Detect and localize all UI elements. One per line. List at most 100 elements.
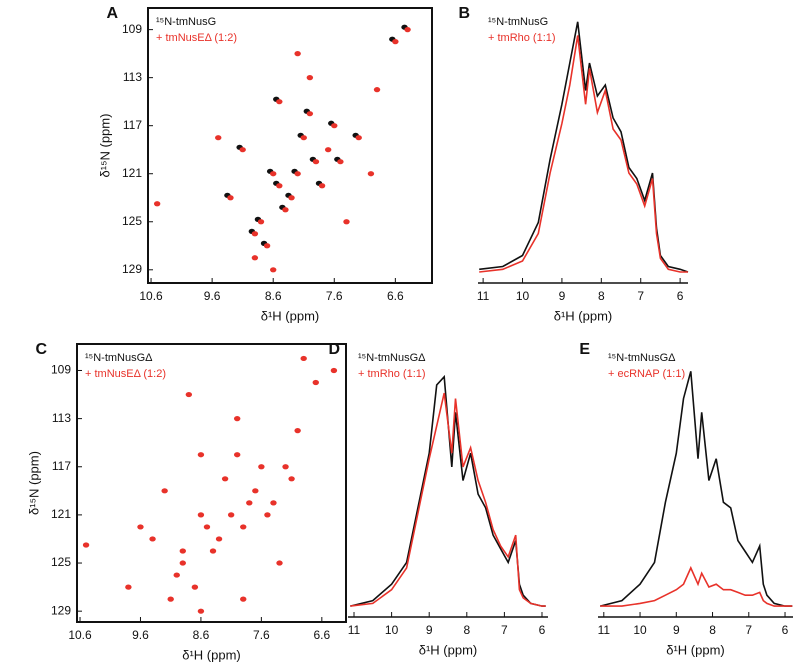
- peak: [251, 231, 259, 237]
- x-axis-title: δ¹H (ppm): [261, 308, 320, 323]
- legend-entry: + tmNusEΔ (1:2): [156, 32, 237, 44]
- peak: [179, 548, 186, 554]
- x-tick-label: 10: [633, 623, 647, 637]
- peak: [312, 379, 319, 386]
- peak: [227, 195, 234, 201]
- peak: [288, 476, 295, 482]
- peak: [300, 135, 307, 141]
- spectrum: [600, 371, 793, 607]
- legend-entry: ¹⁵N-tmNusGΔ: [85, 352, 153, 364]
- x-tick-label: 7: [637, 289, 644, 303]
- peak: [251, 255, 259, 261]
- peak: [125, 584, 132, 590]
- peak: [373, 87, 381, 93]
- legend-entry: + tmRho (1:1): [488, 32, 556, 44]
- peak: [252, 488, 259, 494]
- peak: [330, 367, 338, 374]
- peak: [276, 99, 283, 105]
- y-tick-label: 113: [123, 70, 142, 84]
- peak: [343, 219, 350, 225]
- x-tick-label: 8.6: [265, 289, 282, 303]
- peak: [276, 560, 283, 566]
- x-tick-label: 10.6: [68, 628, 92, 642]
- y-tick-label: 121: [122, 166, 142, 180]
- peak: [173, 572, 180, 578]
- peak: [215, 536, 223, 542]
- peak: [161, 488, 168, 494]
- x-tick-label: 11: [477, 289, 490, 303]
- x-tick-label: 10.6: [139, 289, 163, 303]
- y-tick-label: 113: [52, 411, 71, 425]
- peak: [233, 416, 241, 422]
- y-tick-label: 117: [52, 459, 71, 473]
- x-tick-label: 10: [385, 623, 399, 637]
- x-tick-label: 9: [559, 289, 566, 303]
- x-tick-label: 8.6: [193, 628, 210, 642]
- x-tick-label: 9.6: [204, 289, 221, 303]
- peak: [240, 596, 247, 602]
- x-tick-label: 6: [677, 289, 684, 303]
- peak: [324, 147, 332, 153]
- x-axis-title: δ¹H (ppm): [666, 642, 725, 657]
- x-tick-label: 6: [782, 623, 789, 637]
- x-tick-label: 6.6: [313, 628, 330, 642]
- peak: [233, 452, 241, 458]
- peak: [167, 596, 174, 602]
- y-tick-label: 109: [122, 22, 142, 36]
- y-tick-label: 125: [51, 555, 71, 569]
- peak: [355, 135, 362, 141]
- legend-entry: ¹⁵N-tmNusG: [156, 16, 216, 28]
- x-tick-label: 10: [516, 289, 530, 303]
- peak: [209, 548, 217, 554]
- peak: [318, 183, 326, 189]
- x-tick-label: 9: [426, 623, 433, 637]
- peak: [246, 500, 253, 506]
- peak: [227, 512, 235, 518]
- peak: [82, 542, 90, 548]
- y-tick-label: 125: [122, 214, 142, 228]
- y-tick-label: 117: [123, 118, 142, 132]
- peak: [263, 243, 271, 249]
- x-tick-label: 6.6: [387, 289, 404, 303]
- x-tick-label: 8: [598, 289, 605, 303]
- peak: [312, 159, 320, 165]
- x-tick-label: 11: [598, 623, 611, 637]
- x-axis-title: δ¹H (ppm): [419, 642, 478, 657]
- peak: [240, 524, 247, 530]
- peak: [337, 159, 344, 165]
- peak: [153, 201, 161, 207]
- peak: [282, 464, 289, 470]
- x-tick-label: 7: [501, 623, 508, 637]
- legend-entry: + ecRNAP (1:1): [608, 368, 685, 380]
- spectrum: [350, 374, 546, 607]
- legend-entry: ¹⁵N-tmNusG: [488, 16, 548, 28]
- peak: [270, 267, 277, 273]
- x-axis-title: δ¹H (ppm): [554, 308, 613, 323]
- peak: [203, 524, 211, 530]
- legend-entry: + tmNusEΔ (1:2): [85, 368, 166, 380]
- peak: [149, 536, 156, 542]
- legend-entry: ¹⁵N-tmNusGΔ: [608, 352, 676, 364]
- x-tick-label: 9: [673, 623, 680, 637]
- peak: [306, 75, 314, 81]
- peak: [294, 171, 301, 177]
- x-tick-label: 8: [463, 623, 470, 637]
- peak: [294, 428, 301, 434]
- x-tick-label: 11: [348, 623, 361, 637]
- y-tick-label: 109: [51, 363, 71, 377]
- spectrum: [350, 392, 546, 607]
- peak: [257, 219, 265, 225]
- y-tick-label: 129: [51, 603, 71, 617]
- legend-entry: + tmRho (1:1): [358, 368, 426, 380]
- panel-label: E: [579, 341, 590, 358]
- peak: [270, 171, 277, 177]
- peak: [185, 391, 193, 398]
- peak: [288, 195, 295, 201]
- y-axis-title: δ¹⁵N (ppm): [26, 451, 41, 515]
- peak: [215, 135, 222, 141]
- peak: [392, 39, 399, 45]
- x-tick-label: 7.6: [253, 628, 270, 642]
- peak: [367, 171, 375, 177]
- x-axis-title: δ¹H (ppm): [182, 647, 241, 662]
- peak: [276, 183, 283, 189]
